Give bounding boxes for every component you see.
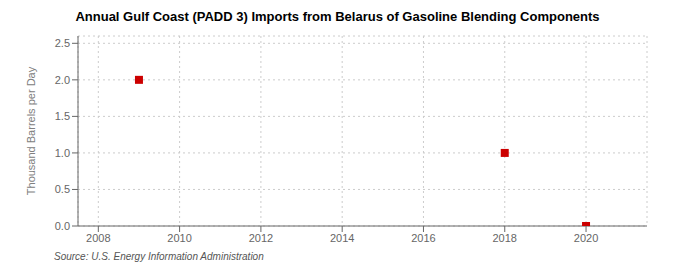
svg-text:2.0: 2.0: [55, 74, 70, 86]
html-text:Source: U.S. Energy Informatio: Source: U.S. Energy Information Administ…: [54, 251, 264, 262]
svg-text:2016: 2016: [411, 232, 435, 244]
svg-text:2.5: 2.5: [55, 37, 70, 49]
svg-text:2018: 2018: [493, 232, 517, 244]
html-text:Annual Gulf Coast (PADD 3) Imp: Annual Gulf Coast (PADD 3) Imports from …: [75, 9, 600, 24]
svg-text:2010: 2010: [167, 232, 191, 244]
svg-text:Thousand Barrels per Day: Thousand Barrels per Day: [25, 66, 37, 195]
svg-text:2020: 2020: [574, 232, 598, 244]
svg-text:2008: 2008: [86, 232, 110, 244]
svg-text:1.0: 1.0: [55, 147, 70, 159]
svg-text:0.0: 0.0: [55, 220, 70, 232]
svg-text:2014: 2014: [330, 232, 354, 244]
svg-text:1.5: 1.5: [55, 110, 70, 122]
svg-text:0.5: 0.5: [55, 183, 70, 195]
svg-text:2012: 2012: [249, 232, 273, 244]
